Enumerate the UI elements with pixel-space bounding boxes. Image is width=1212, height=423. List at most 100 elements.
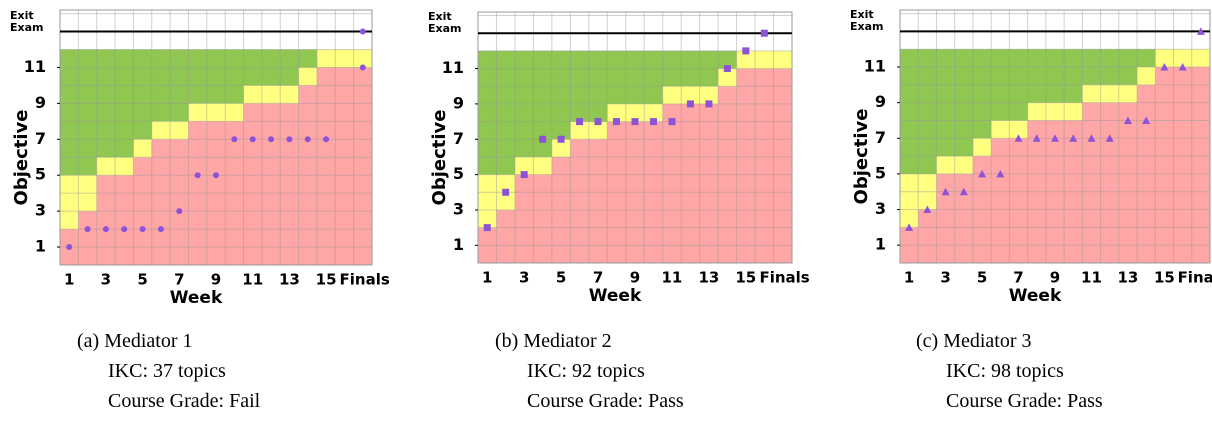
band-high: [478, 50, 497, 175]
band-high: [298, 49, 318, 68]
band-high: [1064, 49, 1083, 103]
band-low: [954, 173, 974, 263]
band-high: [1137, 49, 1156, 68]
band-high: [900, 49, 919, 174]
band-mid: [936, 156, 956, 174]
x-tick-label: 1: [482, 269, 492, 287]
band-mid: [662, 86, 682, 104]
y-tick-label: Exit Exam: [428, 10, 462, 36]
y-axis-title: Objective: [11, 110, 32, 206]
band-low: [335, 67, 355, 266]
band-mid: [1155, 49, 1175, 68]
x-tick-label: 15: [1154, 269, 1175, 287]
band-high: [1100, 49, 1120, 85]
band-low: [316, 67, 336, 266]
y-tick-label: 3: [453, 199, 464, 218]
band-low: [625, 121, 645, 263]
x-tick-label: 5: [556, 269, 566, 287]
marker: [249, 136, 256, 143]
band-mid: [316, 49, 336, 68]
y-axis-title: Objective: [429, 110, 450, 206]
band-low: [570, 139, 590, 263]
band-mid: [991, 120, 1010, 139]
x-axis-title: Week: [170, 288, 223, 308]
band-mid: [551, 139, 571, 157]
marker: [121, 226, 128, 233]
band-mid: [736, 50, 756, 69]
band-low: [280, 103, 300, 265]
marker: [84, 226, 91, 233]
marker: [760, 29, 768, 37]
band-mid: [115, 157, 134, 176]
band-low: [1009, 138, 1029, 263]
band-high: [662, 50, 682, 87]
band-high: [699, 50, 719, 87]
band-high: [1009, 49, 1029, 121]
band-mid: [1045, 102, 1065, 121]
band-mid: [514, 156, 534, 175]
band-high: [954, 49, 974, 157]
band-mid: [1118, 84, 1138, 103]
caption-grade: Course Grade: Pass: [946, 390, 1103, 412]
band-mid: [954, 156, 974, 174]
band-high: [225, 49, 245, 104]
marker: [613, 118, 621, 126]
band-mid: [718, 68, 738, 87]
band-mid: [298, 67, 318, 86]
band-high: [133, 49, 153, 140]
band-mid: [335, 49, 355, 68]
band-high: [151, 49, 171, 122]
marker: [649, 118, 657, 126]
x-tick-label: Finals: [340, 271, 390, 289]
band-low: [1064, 120, 1083, 264]
band-high: [1045, 49, 1065, 103]
band-low: [900, 227, 919, 263]
band-low: [78, 211, 98, 265]
band-high: [681, 50, 701, 87]
caption-ikc: IKC: 37 topics: [108, 360, 226, 382]
band-low: [718, 86, 738, 263]
y-tick-label: 1: [35, 237, 46, 256]
band-low: [918, 209, 937, 263]
x-tick-label: 13: [279, 271, 300, 289]
marker: [483, 224, 491, 232]
band-mid: [1173, 49, 1193, 68]
band-mid: [1064, 102, 1083, 121]
marker: [557, 135, 565, 143]
band-high: [936, 49, 956, 157]
band-high: [918, 49, 937, 174]
band-high: [115, 49, 134, 158]
band-low: [1082, 102, 1102, 263]
x-tick-label: 7: [1013, 269, 1023, 287]
band-low: [533, 174, 553, 263]
band-mid: [78, 175, 98, 212]
y-tick-label: 11: [442, 58, 464, 77]
band-mid: [625, 103, 645, 122]
band-high: [170, 49, 189, 122]
band-low: [225, 121, 245, 265]
band-low: [133, 157, 153, 265]
band-low: [353, 67, 373, 266]
band-mid: [972, 138, 992, 157]
marker: [576, 118, 584, 126]
band-high: [78, 49, 98, 176]
band-mid: [570, 121, 590, 140]
y-axis-title: Objective: [851, 109, 872, 205]
y-tick-label: 7: [453, 129, 464, 148]
caption-ikc: IKC: 92 topics: [527, 360, 645, 382]
band-mid: [699, 86, 719, 104]
band-mid: [170, 121, 189, 140]
band-high: [514, 50, 534, 157]
band-low: [96, 175, 116, 265]
band-mid: [60, 175, 79, 230]
band-low: [1137, 84, 1156, 263]
marker: [502, 188, 510, 196]
y-tick-label: 3: [875, 199, 886, 218]
marker: [1014, 134, 1023, 142]
band-mid: [280, 85, 300, 104]
marker: [631, 118, 639, 126]
band-low: [755, 68, 775, 263]
marker: [1123, 116, 1132, 124]
band-high: [261, 49, 281, 86]
